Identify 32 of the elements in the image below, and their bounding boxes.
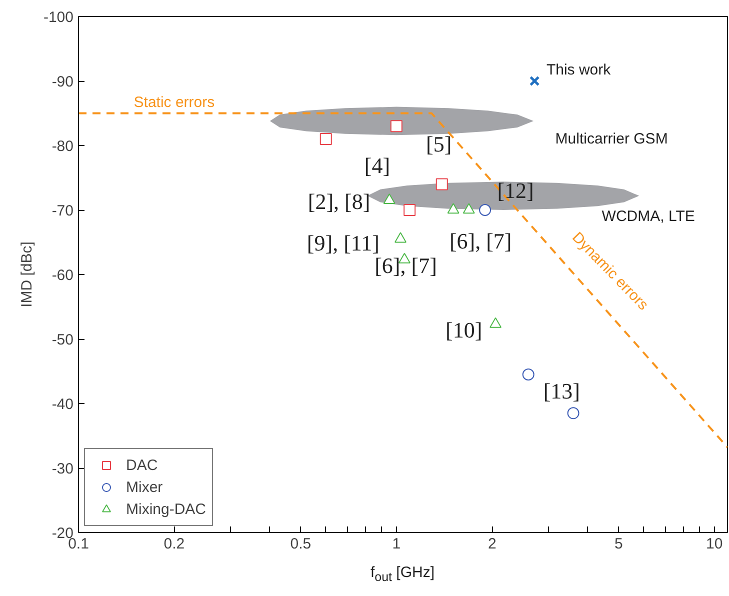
annotation: Multicarrier GSM — [555, 130, 668, 148]
x-tick-label: 2 — [488, 536, 496, 552]
annotation: [10] — [446, 317, 482, 342]
y-tick-label: -90 — [52, 74, 74, 90]
y-tick-label: -50 — [52, 332, 74, 348]
annotation: [5] — [426, 132, 452, 157]
y-tick-label: -60 — [52, 267, 74, 284]
annotation: [2], [8] — [308, 189, 370, 214]
annotation: [6], [7] — [449, 228, 512, 254]
annotation: [4] — [364, 152, 390, 178]
x-tick-label: 0.5 — [290, 536, 312, 552]
y-tick-label: -40 — [52, 396, 74, 413]
annotation: [6], [7] — [374, 252, 437, 278]
y-tick-label: -70 — [52, 202, 74, 220]
y-tick-label: -30 — [52, 460, 74, 478]
y-axis-title: IMD [dBc] — [18, 242, 36, 308]
legend-label: Mixer — [126, 478, 163, 496]
annotation: This work — [546, 62, 612, 79]
annotation: [13] — [543, 378, 580, 404]
x-tick-label: 5 — [614, 536, 623, 552]
annotation: [9], [11] — [306, 230, 380, 256]
x-tick-label: 10 — [706, 536, 723, 552]
annotation: WCDMA, LTE — [602, 208, 695, 225]
x-axis-title: f$_{out}$ [GHz] — [369, 563, 436, 586]
annotation: [12] — [497, 178, 534, 204]
legend-label: Mixing-DAC — [126, 500, 206, 518]
x-tick-label: 0.2 — [164, 536, 185, 552]
x-tick-label: 1 — [392, 536, 401, 552]
legend-label: DAC — [126, 456, 158, 474]
y-tick-label: -80 — [52, 138, 74, 155]
y-tick-label: -100 — [43, 9, 74, 26]
annotation: Static errors — [134, 94, 215, 111]
